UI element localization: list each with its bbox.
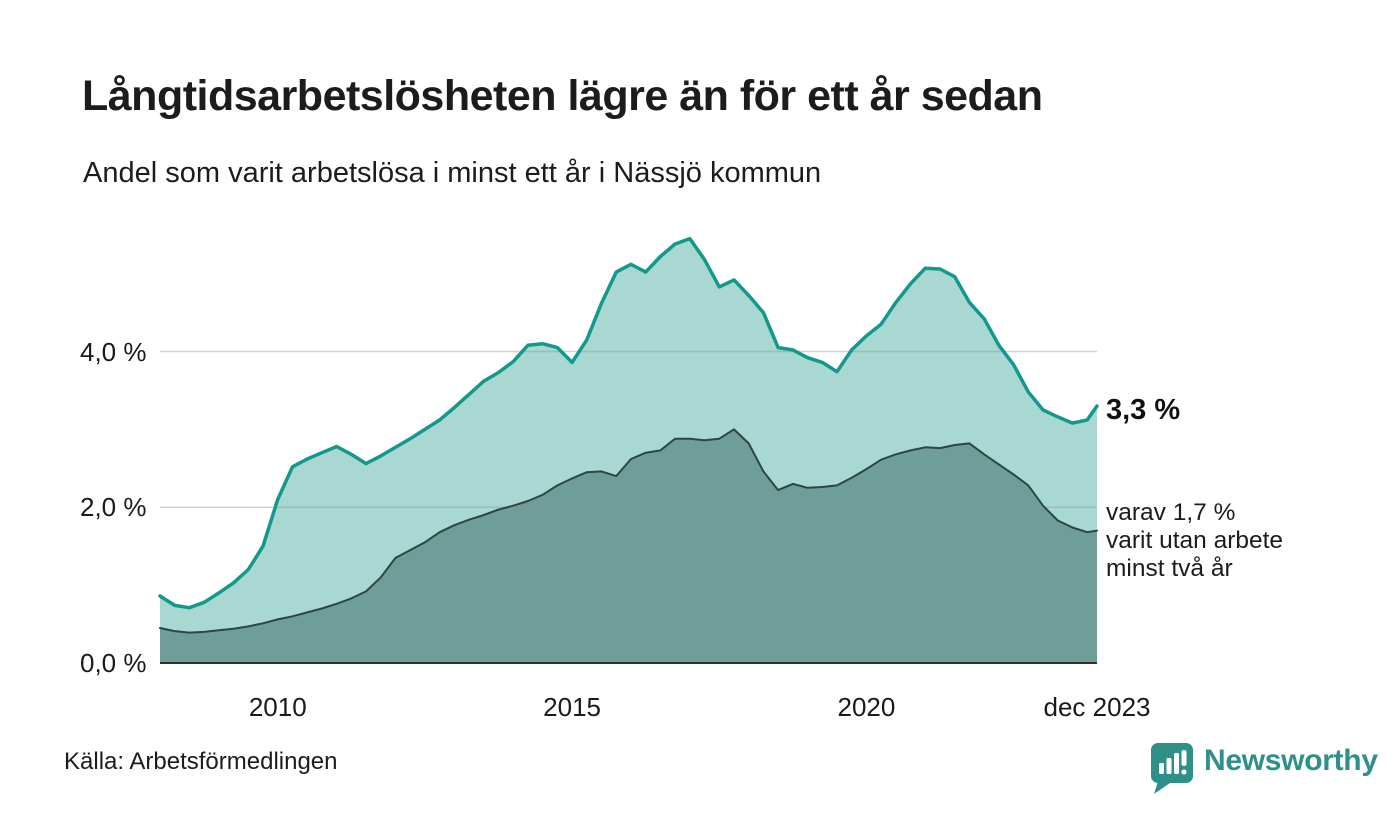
x-tick-label: dec 2023	[1043, 692, 1151, 722]
newsworthy-logo: Newsworthy	[1148, 740, 1378, 796]
y-tick-label: 0,0 %	[80, 648, 147, 678]
source-credit: Källa: Arbetsförmedlingen	[64, 748, 338, 775]
y-tick-label: 4,0 %	[80, 336, 147, 367]
final-value-annotation: 3,3 %	[1106, 394, 1181, 426]
page-subtitle: Andel som varit arbetslösa i minst ett å…	[83, 157, 822, 189]
x-tick-label: 2010	[248, 692, 307, 722]
newsworthy-speech-bubble-bar-chart-icon	[1151, 743, 1193, 794]
y-tick-label: 2,0 %	[80, 492, 147, 523]
page-title: Långtidsarbetslösheten lägre än för ett …	[82, 72, 1043, 120]
x-tick-label: 2015	[543, 692, 601, 722]
x-tick-label: 2020	[837, 692, 896, 722]
newsworthy-wordmark: Newsworthy	[1204, 744, 1378, 777]
secondary-series-annotation: varav 1,7 % varit utan arbete minst två …	[1106, 499, 1284, 582]
